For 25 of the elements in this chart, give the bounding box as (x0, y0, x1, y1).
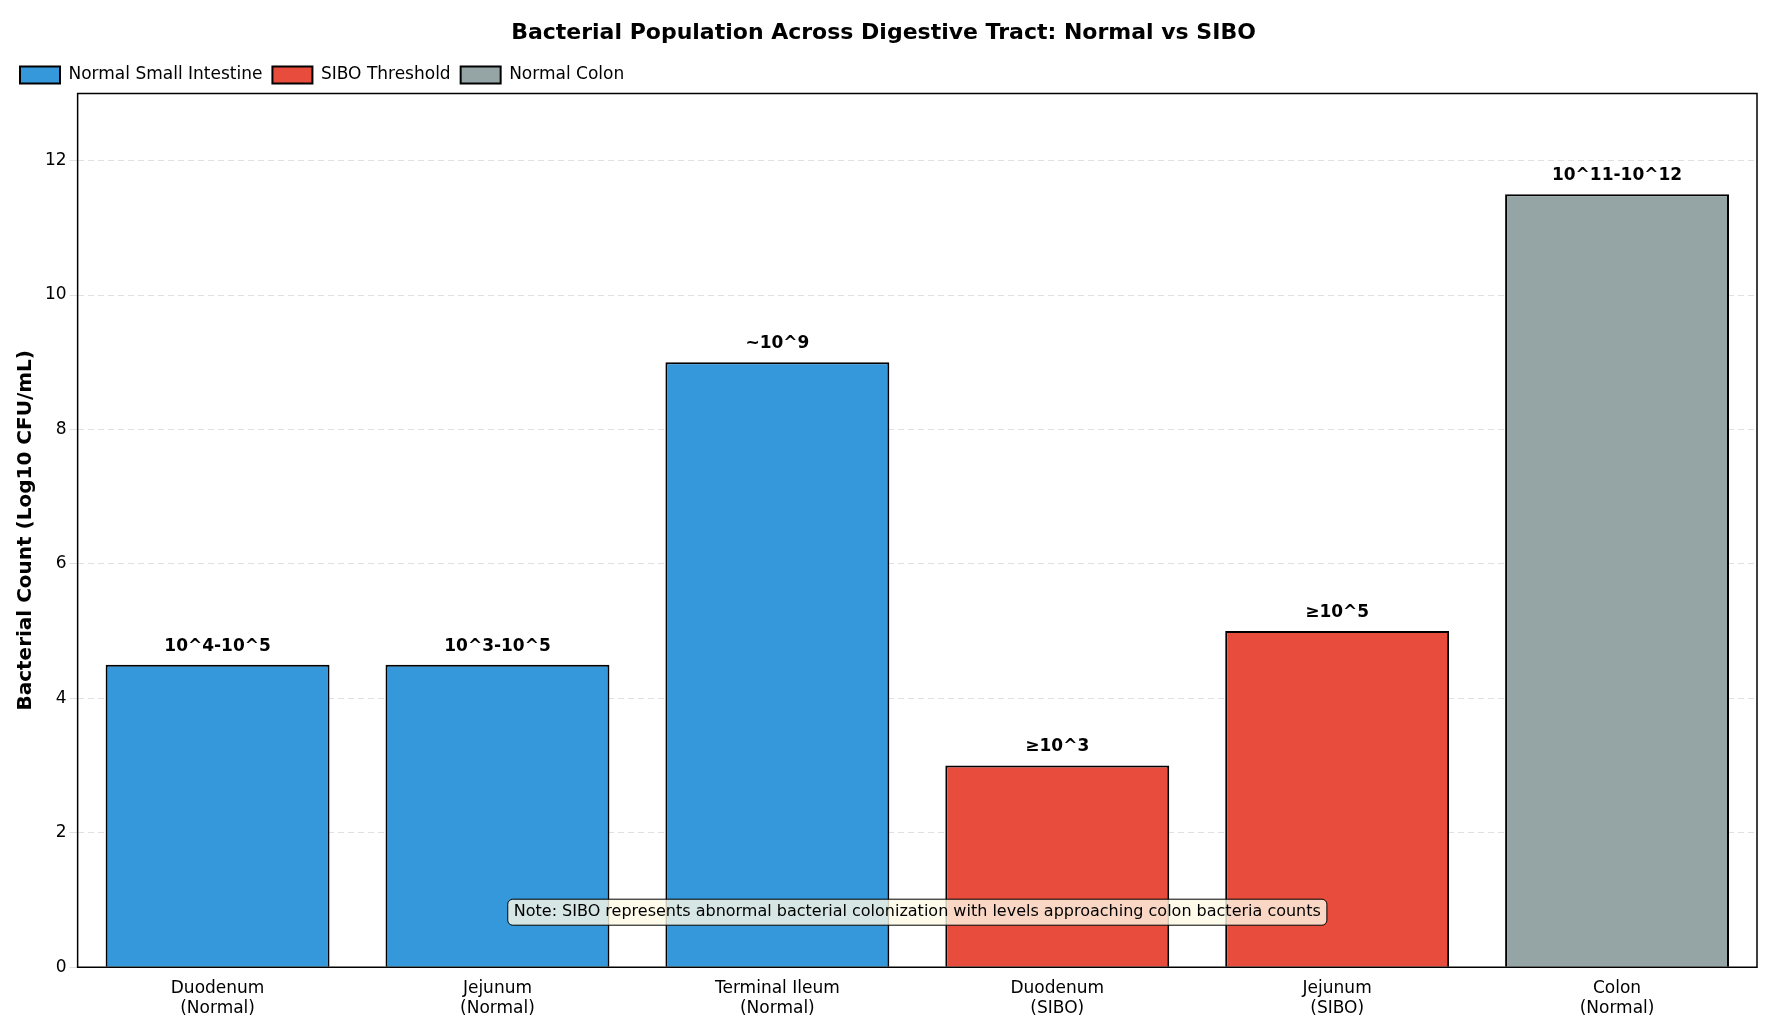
data-label: ≥10^3 (1025, 735, 1090, 756)
y-tick-label: 12 (44, 149, 67, 170)
legend-label: Normal Colon (509, 63, 625, 84)
data-label: 10^3-10^5 (444, 634, 551, 655)
x-tick-label: Terminal Ileum (Normal) (713, 976, 840, 1018)
data-label: ~10^9 (745, 332, 810, 353)
y-tick-label: 6 (55, 552, 67, 573)
y-tick-label: 4 (55, 686, 67, 707)
legend-label: Normal Small Intestine (68, 63, 263, 84)
data-label: 10^11-10^12 (1551, 164, 1683, 185)
x-tick-label: Jejunum (SIBO) (1301, 976, 1372, 1018)
y-tick-label: 8 (55, 417, 67, 438)
x-tick-label: Duodenum (Normal) (170, 976, 265, 1018)
x-tick-label: Duodenum (SIBO) (1010, 976, 1105, 1018)
y-tick-label: 0 (55, 955, 67, 976)
y-tick-label: 2 (55, 821, 67, 842)
legend-label: SIBO Threshold (320, 63, 451, 84)
y-axis-title: Bacterial Count (Log10 CFU/mL) (12, 350, 37, 711)
data-label: 10^4-10^5 (164, 634, 271, 655)
y-tick-label: 10 (44, 283, 67, 304)
x-tick-label: Jejunum (Normal) (460, 976, 535, 1018)
chart-title: Bacterial Population Across Digestive Tract: Normal vs SIBO (511, 18, 1256, 44)
x-tick-label: Colon (Normal) (1579, 976, 1655, 1018)
annotation: Note: SIBO represents abnormal bacterial colonization with levels approaching colon bacteria counts (513, 901, 1321, 921)
data-label: ≥10^5 (1305, 601, 1370, 622)
